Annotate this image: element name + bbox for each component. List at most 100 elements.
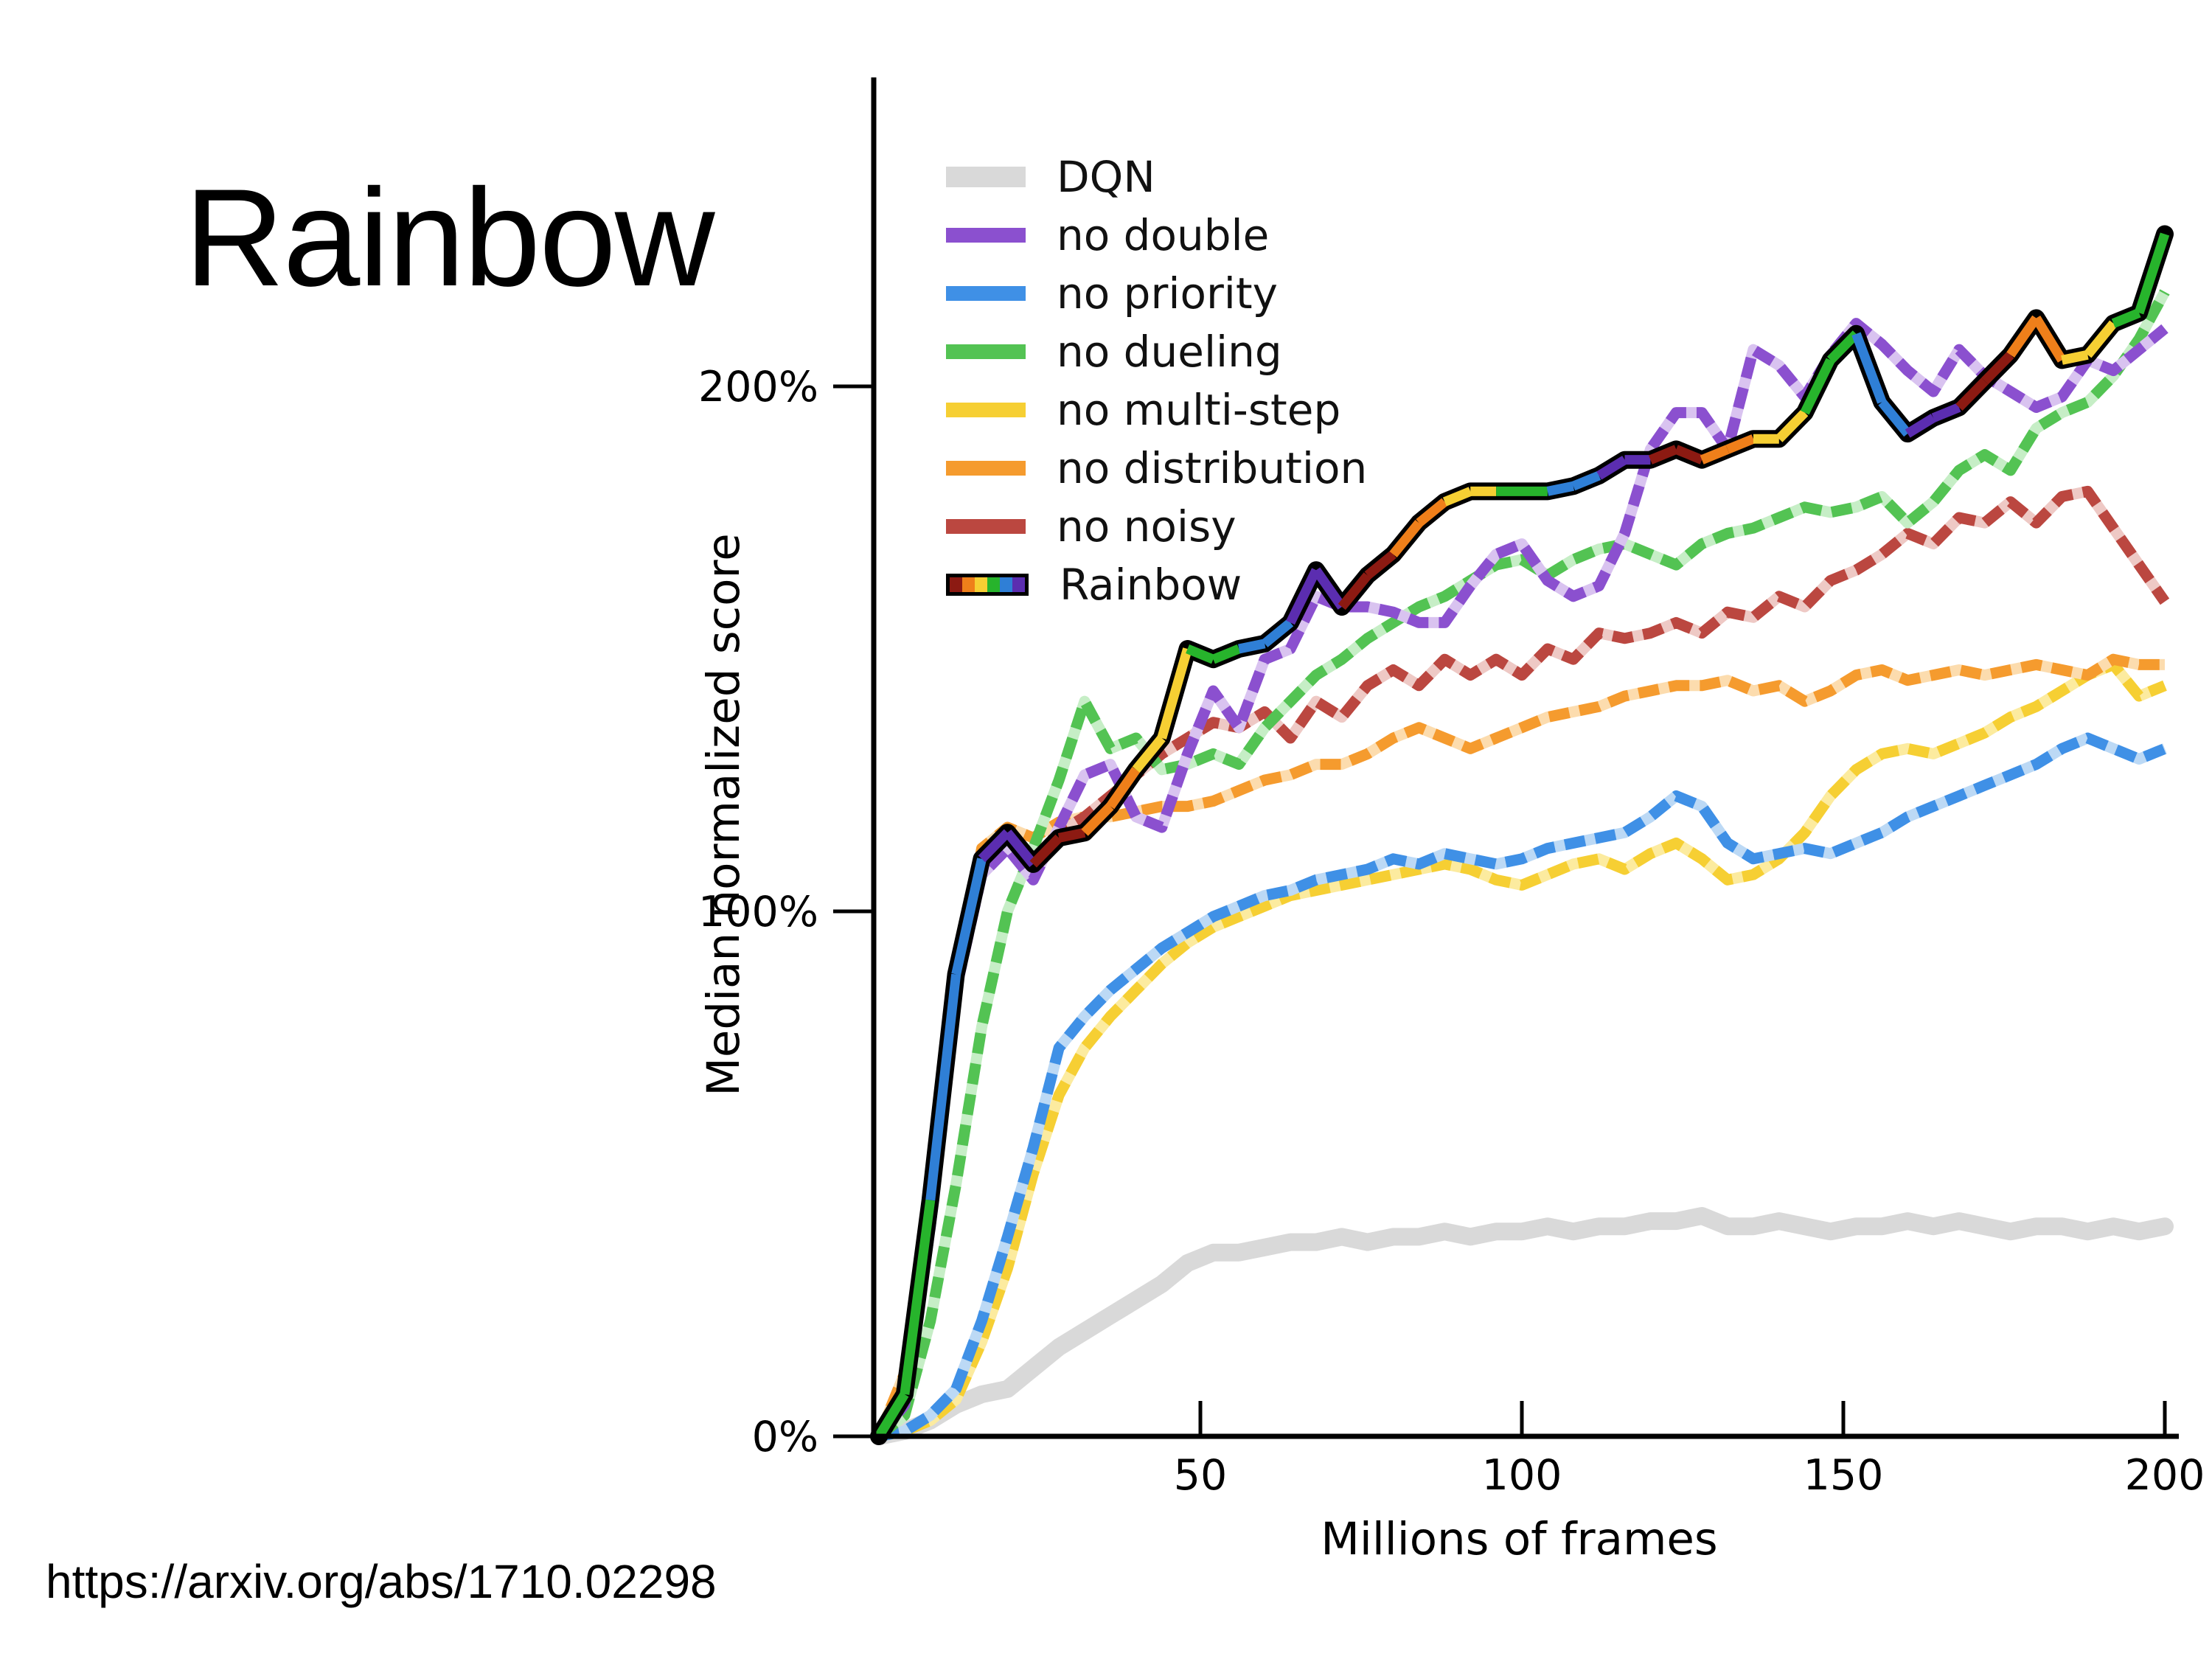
series-line-no-multi-step: [877, 658, 2167, 1442]
series-segment-rainbow: [1700, 445, 1730, 465]
series-segment-rainbow: [2061, 349, 2089, 365]
series-segment-rainbow: [1851, 332, 1887, 404]
legend-swatch-icon: [946, 285, 1026, 301]
series-segment-rainbow: [1725, 434, 1756, 454]
series-segment-rainbow: [1106, 767, 1141, 810]
series-segment-rainbow: [1238, 639, 1266, 654]
series-segment-rainbow: [1981, 351, 2014, 385]
legend-swatch-segment: [950, 577, 962, 592]
y-tick-label: 0%: [752, 1413, 818, 1461]
legend-label: no dueling: [1057, 326, 1282, 377]
legend-swatch-icon: [946, 166, 1026, 187]
series-segment-rainbow: [1931, 403, 1961, 422]
legend-item-no-double: no double: [946, 206, 1367, 264]
series-segment-rainbow: [1029, 834, 1062, 868]
series-segment-rainbow: [1004, 830, 1037, 868]
legend-label: no distribution: [1057, 442, 1368, 493]
series-segment-rainbow: [1955, 378, 1989, 411]
series-segment-rainbow: [900, 1199, 936, 1395]
series-segment-rainbow: [2084, 320, 2118, 358]
y-tick-label: 200%: [698, 363, 818, 411]
series-segment-rainbow: [1905, 414, 1936, 438]
legend-item-rainbow: Rainbow: [946, 555, 1367, 613]
series-halo-no-noisy: [874, 485, 2170, 1440]
legend-item-no-multi-step: no multi-step: [946, 380, 1367, 439]
legend-item-no-noisy: no noisy: [946, 497, 1367, 555]
y-axis-label: Median normalized score: [698, 533, 750, 1096]
series-halo-no-distribution: [874, 653, 2165, 1439]
series-line-no-double: [874, 318, 2168, 1440]
series-segment-rainbow: [1186, 644, 1215, 664]
series-segment-rainbow: [978, 829, 1012, 863]
legend-swatch-icon: [946, 227, 1026, 243]
legend-swatch-rainbow-icon: [946, 573, 1029, 596]
series-segment-rainbow: [1648, 445, 1678, 465]
series-segment-rainbow: [1338, 572, 1371, 611]
series-segment-rainbow: [1826, 330, 1860, 364]
series-line-no-priority: [877, 732, 2167, 1442]
series-segment-rainbow: [874, 1391, 909, 1439]
series-line-dqn: [870, 1207, 2174, 1445]
series-segment-rainbow: [951, 858, 987, 975]
series-segment-rainbow: [1800, 358, 1835, 415]
series-segment-rainbow: [1262, 619, 1294, 647]
legend-swatch-segment: [975, 577, 987, 592]
legend-label: no noisy: [1057, 501, 1237, 552]
legend-item-no-distribution: no distribution: [946, 439, 1367, 497]
y-tick-label: 100%: [698, 888, 818, 936]
series-line-no-noisy: [874, 485, 2170, 1440]
series-segment-rainbow: [1546, 481, 1575, 496]
legend-item-no-priority: no priority: [946, 264, 1367, 322]
series-segment-rainbow: [1211, 644, 1241, 664]
legend-label: DQN: [1057, 151, 1155, 202]
series-halo-no-multi-step: [877, 658, 2167, 1442]
series-segment-rainbow: [2111, 308, 2141, 328]
x-tick-label: 50: [1174, 1451, 1228, 1500]
series-line-no-distribution: [874, 653, 2165, 1439]
legend-swatch-icon: [946, 518, 1026, 534]
chart-legend: DQN no double no priority no dueling no mult…: [946, 147, 1367, 613]
series-segment-rainbow: [925, 973, 961, 1201]
x-tick-label: 100: [1482, 1451, 1562, 1500]
x-tick-label: 200: [2125, 1451, 2205, 1500]
series-segment-rainbow: [1364, 550, 1397, 580]
series-segment-rainbow: [1571, 471, 1601, 491]
source-url-link[interactable]: https://arxiv.org/abs/1710.02298: [46, 1555, 717, 1608]
legend-swatch-segment: [987, 577, 1000, 592]
series-segment-rainbow: [2006, 315, 2040, 358]
series-segment-rainbow: [1878, 399, 1912, 437]
legend-swatch-segment: [1012, 577, 1025, 592]
series-segment-rainbow: [1442, 487, 1472, 507]
series-segment-rainbow: [1674, 445, 1704, 465]
series-segment-rainbow: [1596, 456, 1627, 480]
legend-swatch-segment: [962, 577, 975, 592]
series-segment-rainbow: [1157, 647, 1192, 740]
legend-item-no-dueling: no dueling: [946, 322, 1367, 380]
series-segment-rainbow: [1312, 567, 1346, 610]
series-segment-rainbow: [1389, 520, 1423, 557]
slide-title: Rainbow: [184, 160, 715, 315]
series-segment-rainbow: [1286, 568, 1321, 625]
legend-swatch-icon: [946, 460, 1026, 476]
series-segment-rainbow: [1081, 803, 1114, 836]
x-axis-label: Millions of frames: [1321, 1513, 1717, 1565]
series-segment-rainbow: [2032, 316, 2067, 363]
legend-item-dqn: DQN: [946, 147, 1367, 206]
legend-swatch-segment: [1000, 577, 1012, 592]
series-segment-rainbow: [1775, 409, 1809, 442]
series-line-no-dueling: [875, 289, 2170, 1441]
series-segment-rainbow: [2134, 232, 2170, 315]
legend-label: no priority: [1057, 268, 1278, 319]
series-segment-rainbow: [1132, 734, 1166, 773]
series-halo-no-double: [874, 318, 2168, 1440]
legend-label: no multi-step: [1057, 384, 1341, 435]
legend-label: no double: [1057, 209, 1270, 260]
legend-swatch-icon: [946, 344, 1026, 359]
series-halo-no-dueling: [875, 289, 2170, 1441]
x-tick-label: 150: [1804, 1451, 1884, 1500]
legend-label: Rainbow: [1060, 559, 1242, 610]
series-segment-rainbow: [1416, 498, 1448, 527]
series-segment-rainbow: [1057, 827, 1086, 843]
legend-swatch-icon: [946, 402, 1026, 417]
